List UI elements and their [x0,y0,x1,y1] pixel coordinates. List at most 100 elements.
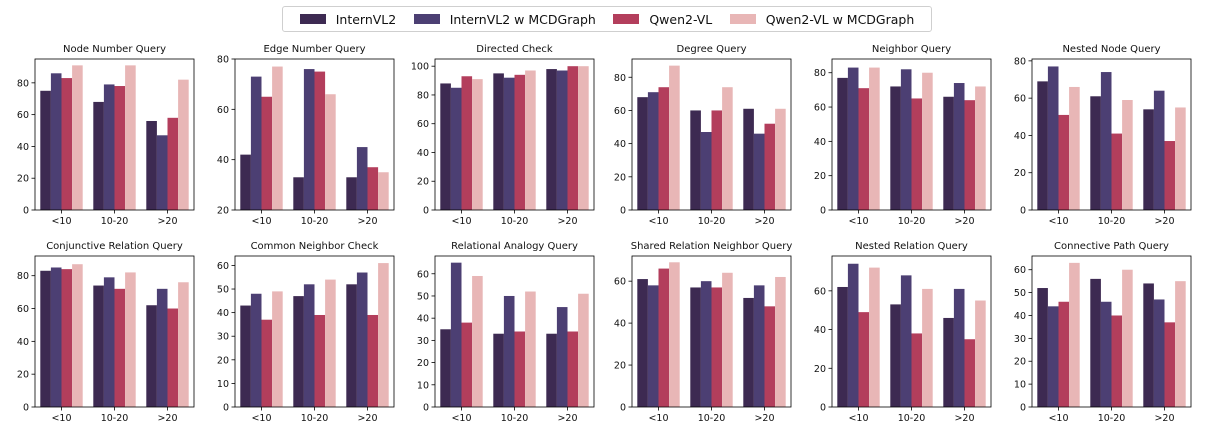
plot-frame [434,58,595,211]
bar [869,67,880,210]
bar [1153,90,1165,210]
x-tick-label: >20 [157,413,177,424]
bar [943,96,954,210]
bar [61,269,73,407]
x-tick-label: <10 [251,413,271,424]
x-tick-label: <10 [451,413,471,424]
bar [890,304,901,407]
bar [325,94,336,210]
bar [314,71,326,210]
bar [953,83,965,210]
x-tick-label: 10-20 [301,413,329,424]
y-tick-label: 40 [217,155,229,166]
bar [1090,96,1101,210]
legend: InternVL2 InternVL2 w MCDGraph Qwen2-VL … [282,6,932,32]
bar [1175,281,1186,407]
bar [250,293,262,407]
x-tick-label: <10 [51,413,71,424]
plot-frame [234,58,395,211]
y-tick-label: 20 [614,361,626,372]
y-tick-label: 20 [17,370,29,381]
bar [272,66,283,210]
x-tick-label: 10-20 [698,413,726,424]
subplot-title: Nested Relation Query [855,241,968,252]
y-tick-label: 80 [17,78,29,89]
bar [493,73,504,210]
x-tick-label: <10 [1048,413,1068,424]
bar [546,333,557,407]
subplot-title: Edge Number Query [263,44,365,55]
bar [156,288,168,407]
bar [711,287,723,407]
y-tick-label: 40 [17,337,29,348]
bar [669,262,680,407]
subplot-title: Node Number Query [63,44,166,55]
bar [1069,86,1080,210]
bar [450,87,462,210]
y-tick-label: 80 [217,55,229,66]
x-tick-label: >20 [557,216,577,227]
y-tick-label: 80 [814,68,826,79]
bar [472,275,483,407]
bar [900,69,912,210]
plot-frame [34,255,195,408]
bar [1058,301,1070,407]
bar [1047,66,1059,210]
y-tick-label: 60 [417,269,429,280]
bar [847,263,859,407]
plot-frame [831,255,992,408]
bar [690,110,701,210]
bar [93,285,104,407]
y-tick-label: 50 [217,285,229,296]
y-tick-label: 60 [417,119,429,130]
bar [325,279,336,407]
bar [103,277,115,407]
y-tick-label: 100 [411,62,429,73]
y-tick-label: 0 [820,206,826,217]
legend-label: Qwen2-VL w MCDGraph [765,11,915,27]
x-tick-label: <10 [648,216,668,227]
bar [367,167,379,210]
bar [378,172,389,210]
bar [837,286,848,407]
bar [943,317,954,407]
bar [72,65,83,210]
bar [975,86,986,210]
y-tick-label: 20 [217,355,229,366]
bar [461,322,473,407]
bar [847,67,859,210]
bar [1037,288,1048,407]
y-tick-label: 40 [417,314,429,325]
bar [964,100,976,210]
bar [764,306,776,407]
y-tick-label: 0 [620,206,626,217]
bar [440,83,451,210]
x-tick-label: <10 [648,413,668,424]
bar [700,132,712,210]
bar [1069,262,1080,407]
x-tick-label: 10-20 [1098,413,1126,424]
x-tick-label: <10 [848,216,868,227]
x-tick-label: >20 [754,413,774,424]
y-tick-label: 0 [820,403,826,414]
bar [514,74,526,210]
bar [1164,322,1176,407]
bar [240,305,251,407]
y-tick-label: 60 [17,304,29,315]
bar [293,177,304,210]
bar [367,314,379,407]
bar [658,268,670,407]
legend-label: InternVL2 w MCDGraph [449,11,596,27]
bar [146,305,157,407]
y-tick-label: 60 [1014,94,1026,105]
bar [700,281,712,407]
plot-frame [1031,255,1192,408]
bar [1111,133,1123,210]
bar [240,154,251,210]
y-tick-label: 0 [423,206,429,217]
bar [503,295,515,407]
x-tick-label: <10 [848,413,868,424]
bar [647,285,659,407]
bar [314,314,326,407]
